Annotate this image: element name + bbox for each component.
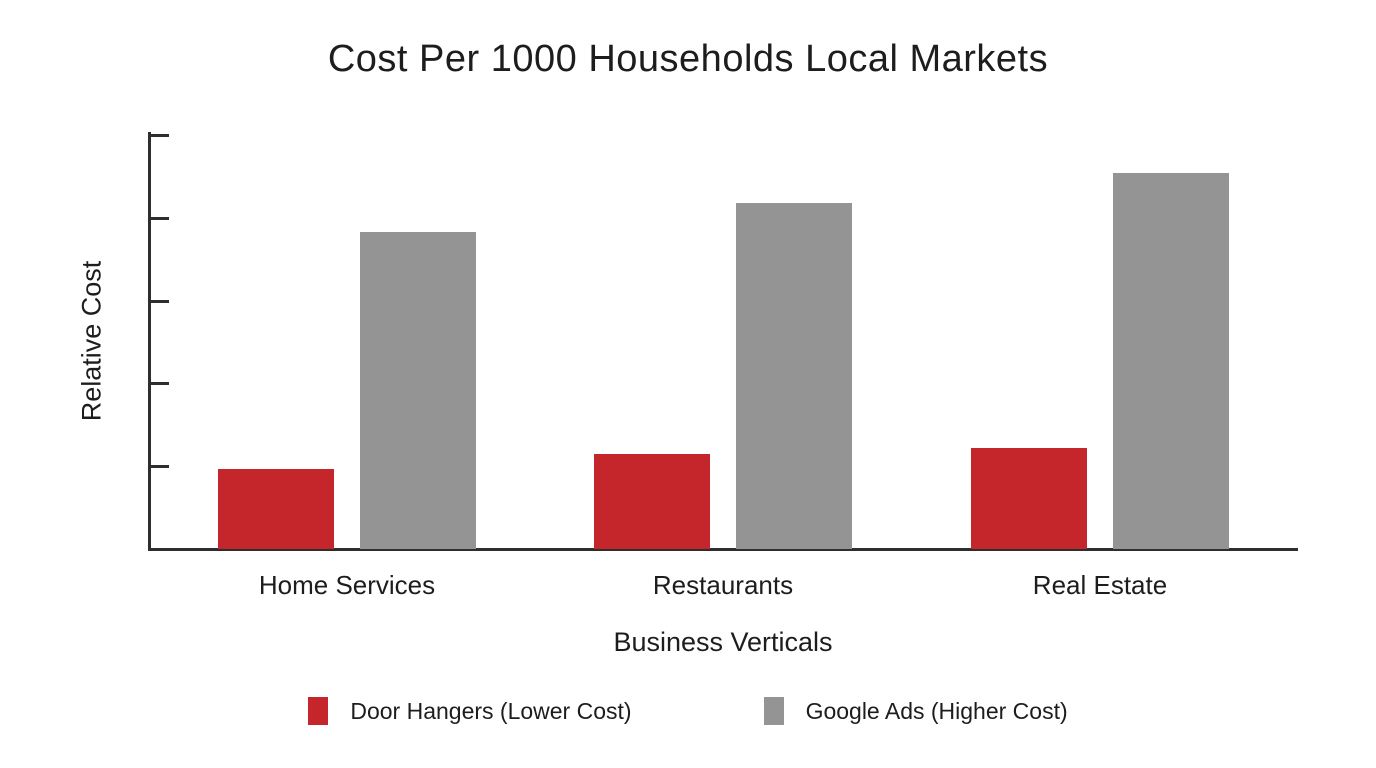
bar-door-hangers-real-estate [971, 447, 1087, 549]
legend-label-door-hangers: Door Hangers (Lower Cost) [350, 697, 632, 724]
legend-item-door-hangers: Door Hangers (Lower Cost) [308, 697, 632, 725]
legend-swatch-google-ads [763, 697, 784, 725]
y-axis-line [148, 132, 151, 551]
legend: Door Hangers (Lower Cost) Google Ads (Hi… [0, 697, 1376, 725]
x-tick-label-home-services: Home Services [258, 570, 436, 600]
chart-title: Cost Per 1000 Households Local Markets [327, 38, 1049, 80]
legend-item-google-ads: Google Ads (Higher Cost) [763, 697, 1068, 725]
x-tick-label-real-estate: Real Estate [1032, 570, 1168, 600]
bar-google-ads-home-services [360, 231, 476, 549]
y-axis-tick-1 [151, 465, 169, 469]
bar-door-hangers-home-services [218, 468, 334, 549]
y-axis-tick-4 [151, 216, 169, 220]
y-axis-tick-3 [151, 299, 169, 303]
bar-door-hangers-restaurants [594, 453, 710, 549]
y-axis-label: Relative Cost [76, 260, 107, 422]
legend-swatch-door-hangers [308, 697, 329, 725]
legend-label-google-ads: Google Ads (Higher Cost) [805, 697, 1068, 724]
x-tick-label-restaurants: Restaurants [652, 570, 794, 600]
bar-google-ads-real-estate [1113, 173, 1229, 549]
y-axis-tick-2 [151, 382, 169, 386]
x-axis-line [148, 548, 1298, 551]
y-axis-tick-5 [151, 134, 169, 137]
bar-google-ads-restaurants [736, 202, 852, 549]
x-axis-label: Business Verticals [613, 627, 833, 657]
